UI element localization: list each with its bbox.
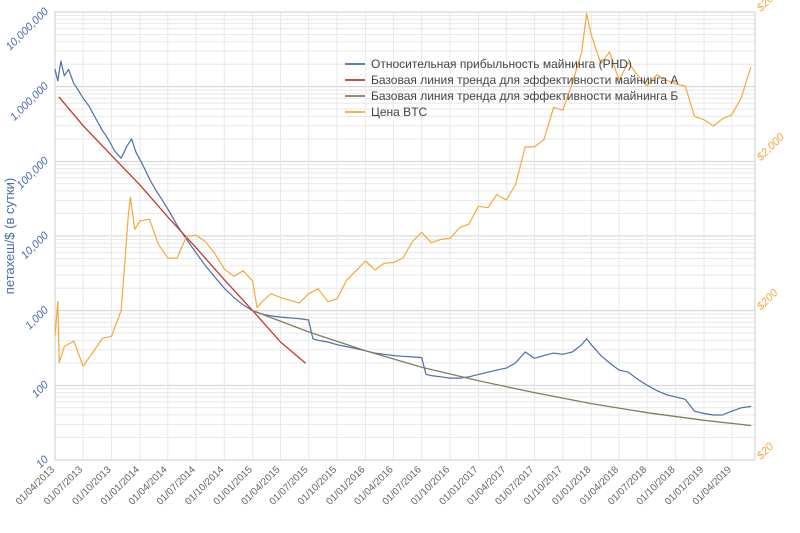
legend-label: Базовая линия тренда для эффективности м… <box>371 89 678 103</box>
mining-profitability-chart: 101001,00010,000100,0001,000,00010,000,0… <box>0 0 800 533</box>
legend-label: Цена BTC <box>371 105 428 119</box>
y-left-label: петахеш/$ (в сутки) <box>2 178 17 294</box>
legend-label: Относительная прибыльность майнинга (PHD… <box>371 57 632 71</box>
legend-label: Базовая линия тренда для эффективности м… <box>371 73 678 87</box>
